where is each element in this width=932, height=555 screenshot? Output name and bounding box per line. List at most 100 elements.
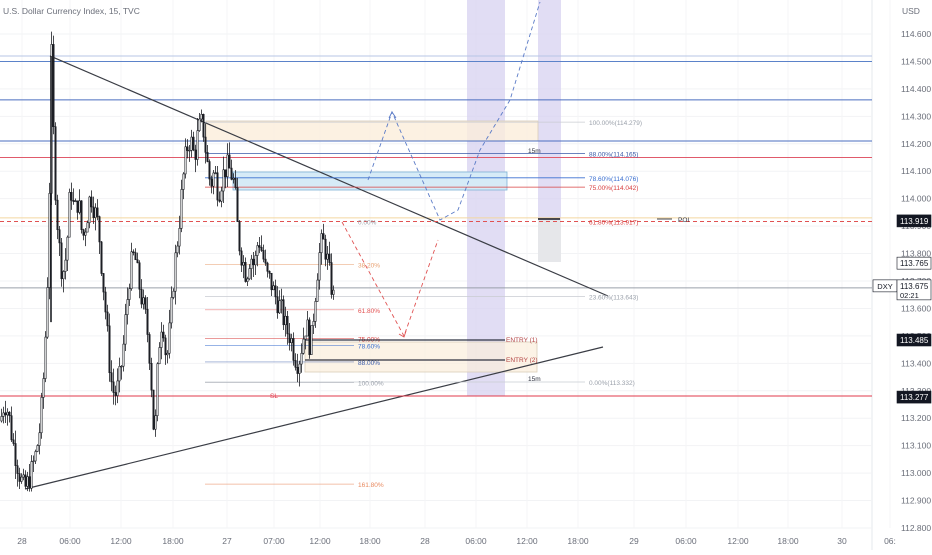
candle-body [184,146,187,175]
candle-body [230,167,233,180]
chart-title: U.S. Dollar Currency Index, 15, TVC [3,6,140,16]
price-tag [896,279,932,301]
candle-body [294,360,297,368]
candle-body [320,233,323,253]
y-tick-label: 113.200 [901,413,931,423]
price-tag [896,214,932,228]
candle-body [82,229,85,236]
candle-body [318,252,321,281]
candle-body [86,222,89,233]
candle-body [258,245,261,248]
price-axis: 114.600 114.500 114.400 114.300 114.200 114.1… [872,29,932,533]
candle-body [222,169,225,192]
candle-body [208,161,211,180]
supply-zone [205,120,539,142]
candle-body [248,268,251,280]
candle-body [270,272,273,291]
x-tick-label: 06: [884,536,896,546]
candle-body [324,238,327,260]
arrow-head [388,111,397,119]
candle-body [52,44,55,127]
candle-body [124,314,127,345]
triangle-upper-line [49,55,609,297]
candle-body [182,173,185,190]
y-tick-label: 113.300 [901,386,931,396]
candle-body [204,136,207,153]
candle-body [296,366,299,374]
projection-paths [341,1,541,338]
candle-body [272,285,275,291]
candle-body [16,465,19,474]
candle-body [34,451,37,462]
arrow-head [398,330,407,338]
candle-body [120,365,123,368]
candle-body [154,415,157,430]
entry1-label: ENTRY (1) [506,337,538,344]
candle-body [76,200,79,213]
candle-body [172,290,175,298]
candle-body [278,300,281,314]
candle-body [58,229,61,244]
candle-body [186,146,189,151]
candle-body [78,200,81,213]
candle-body [144,297,147,310]
candle-body [274,285,277,298]
y-tick-label: 114.400 [901,84,931,94]
candle-body [168,322,171,354]
candle-body [90,196,93,208]
candle-body [88,196,91,224]
candle-body [66,236,69,261]
candle-body [128,288,131,300]
fib-label: 88.00% [358,360,380,367]
countdown-label: 02:21 [900,291,919,300]
candle-body [38,432,41,446]
candle-body [280,299,283,302]
candle-body [72,200,75,202]
session-zone [467,0,505,396]
candle-body [292,338,295,361]
candle-body [284,315,287,326]
candle-body [298,363,301,374]
candle-body [200,113,203,120]
fib-label: 23.60%(113.643) [589,295,638,302]
candle-body [30,461,33,489]
candle-body [210,178,213,187]
fib-label: 88.00%(114.165) [589,151,638,158]
candle-body [316,279,319,302]
candle-body [202,113,205,138]
price-tag [896,333,932,347]
candle-body [26,476,29,487]
candle-body [10,415,13,441]
candle-body [42,378,45,398]
x-tick-label: 07:00 [263,536,285,546]
x-tick-label: 12:00 [727,536,749,546]
y-tick-label: 114.300 [901,111,931,121]
demand-zone [304,341,538,373]
price-tag [896,390,932,404]
candle-body [302,338,305,354]
candle-body [102,273,105,293]
candle-body [22,474,25,478]
candle-body [152,389,155,430]
candle-body [156,363,159,416]
candle-body [224,169,227,177]
candle-body [188,150,191,152]
candle-body [178,228,181,247]
x-tick-label: 28 [17,536,27,546]
y-tick-label: 113.600 [901,303,931,313]
candle-body [282,299,285,326]
x-tick-label: 06:00 [59,536,81,546]
candle-body [62,271,65,280]
candle-body [252,258,255,266]
y-tick-label: 114.000 [901,194,931,204]
candle-body [4,412,7,416]
candle-body [214,172,217,174]
x-tick-label: 12:00 [110,536,132,546]
fib-label: 100.00% [358,381,384,388]
candle-body [328,253,331,263]
candle-body [196,130,199,160]
candle-body [36,445,39,452]
candle-body [332,289,335,295]
